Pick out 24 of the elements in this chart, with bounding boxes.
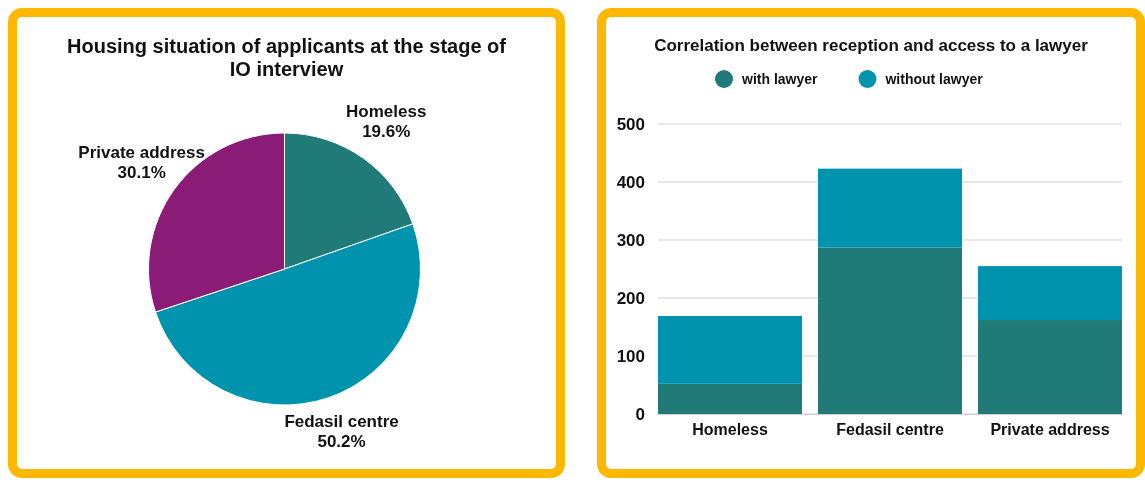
legend-label: with lawyer	[741, 71, 819, 87]
x-tick-label: Homeless	[692, 420, 768, 438]
chart-title: Correlation between reception and access to a lawyer	[654, 36, 1089, 55]
bar	[658, 383, 802, 414]
bar	[978, 266, 1122, 321]
slice-label: Private address	[78, 143, 206, 163]
x-tick-label: Fedasil centre	[836, 420, 944, 438]
bar	[978, 320, 1122, 414]
legend-label: without lawyer	[884, 71, 984, 87]
y-tick-label: 200	[616, 288, 645, 308]
data-label: 30.1%	[117, 163, 166, 183]
y-tick-label: 100	[616, 346, 645, 366]
x-tick-label: Private address	[990, 420, 1110, 438]
y-tick-label: 0	[635, 404, 645, 424]
slice-label: Homeless	[346, 102, 427, 122]
data-label: 19.6%	[362, 122, 411, 142]
y-tick-label: 500	[616, 114, 645, 134]
y-tick-label: 400	[616, 172, 645, 192]
data-label: 50.2%	[317, 432, 366, 452]
chart-title: Housing situation of applicants at the stage of IO interview	[67, 35, 507, 80]
bar	[818, 168, 962, 248]
bar	[818, 247, 962, 414]
bar	[658, 315, 802, 384]
y-tick-label: 300	[616, 230, 645, 250]
